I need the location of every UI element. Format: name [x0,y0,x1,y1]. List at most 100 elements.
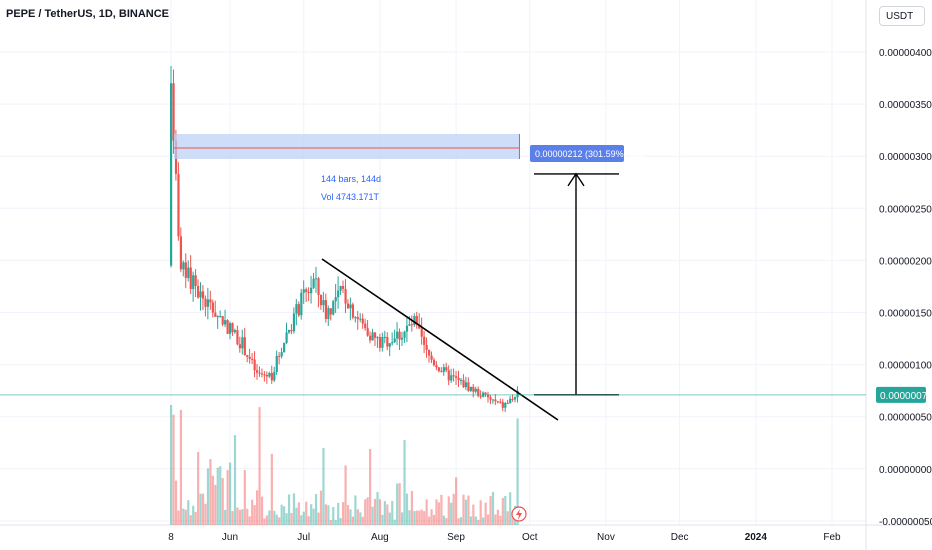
candle-body [209,299,212,303]
volume-bar [268,510,271,525]
candle-body [285,332,288,343]
candle-body [366,328,369,336]
x-tick-label: Sep [447,532,465,543]
candle-body [317,278,320,295]
trend-line [321,258,559,421]
candle-body [280,352,283,357]
candle-body [339,285,342,291]
volume-bar [354,495,357,525]
volume-bar [435,499,438,525]
x-tick-label: 2024 [745,532,768,543]
candle-body [464,382,468,388]
volume-bar [177,510,180,525]
candle-body [314,278,318,280]
candle-body [472,386,475,392]
volume-bar [317,512,320,525]
candle-body [246,355,249,357]
volume-bar [346,505,350,525]
candle-body [224,320,227,325]
volume-bar [339,518,342,525]
volume-bar [287,494,291,525]
candle-body [383,336,386,338]
candle-body [231,323,234,333]
volume-bar [467,495,470,525]
volume-bar [297,502,300,525]
currency-button[interactable]: USDT [879,6,925,26]
candle-body [420,328,423,337]
candle-body [396,331,399,339]
candle-body [514,397,517,400]
x-tick-label: Oct [522,532,538,543]
volume-bar [366,497,369,525]
volume-bar [516,418,519,525]
candle-body [278,355,281,357]
candle-body [253,359,256,371]
candle-body [452,375,455,377]
volume-bar [248,516,251,525]
volume-bar [238,509,242,525]
candle-body [307,291,310,294]
volume-bar [396,483,399,525]
volume-bar [457,518,460,525]
candle-body [364,323,367,329]
volume-bar [246,508,249,525]
y-tick-label: 0.00000100 [879,361,932,372]
volume-bar [356,509,359,525]
volume-bar [312,508,315,525]
candle-body [238,344,242,349]
candle-body [418,324,421,329]
volume-bar [459,517,463,525]
volume-bar [482,517,485,525]
volume-bar [290,513,293,525]
volume-bar [486,514,490,525]
candle-body [469,386,472,391]
candle-body [457,377,460,381]
candle-body [346,303,350,309]
volume-bar [494,514,497,525]
candle-body [226,320,229,334]
candle-body [268,373,271,377]
volume-bar [496,509,500,525]
candle-body [216,316,219,318]
candle-body [496,401,500,403]
volume-bar [364,499,367,525]
candle-body [342,285,345,289]
candle-body [376,337,379,339]
candle-body [504,402,507,408]
candle-body [467,382,470,391]
candle-body [283,342,286,353]
volume-bar [499,515,502,525]
candle-body [305,289,308,292]
candle-body [423,336,426,345]
volume-bar [236,507,239,525]
candle-body [290,329,293,332]
volume-bar [349,509,352,525]
volume-bar [187,500,190,525]
candle-body [214,312,217,317]
volume-bar [413,511,416,525]
volume-bar [509,492,512,525]
volume-bar [371,506,374,525]
volume-bar [209,459,212,525]
volume-bar [447,496,450,525]
candle-body [295,304,298,314]
volume-bar [415,510,418,525]
volume-bar [440,494,443,525]
volume-bar [388,512,391,525]
range-box [174,134,520,159]
candle-body [270,373,273,381]
candle-body [177,173,180,237]
candle-body [351,304,355,318]
volume-bar [204,503,207,525]
candle-body [189,267,192,290]
volume-bar [319,490,323,525]
volume-bar [170,405,173,525]
volume-bar [224,509,227,525]
volume-bar [376,492,379,525]
candle-body [386,336,389,347]
volume-bar [265,515,269,525]
target-arrow-head [567,172,585,187]
candle-body [403,331,406,338]
volume-bar [432,514,436,525]
